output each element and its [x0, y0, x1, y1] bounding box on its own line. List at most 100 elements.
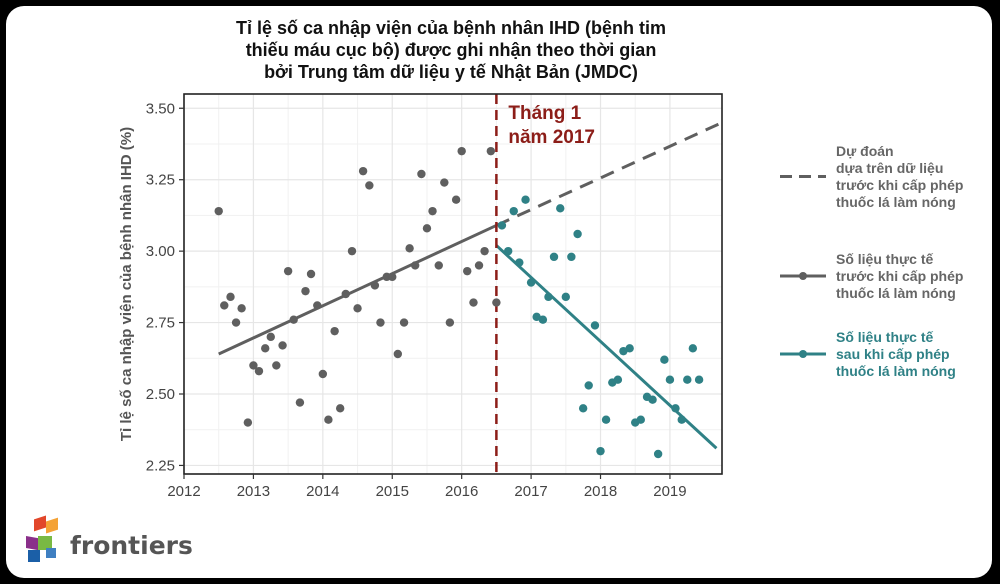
- data-point: [376, 318, 385, 327]
- legend-label: thuốc lá làm nóng: [836, 363, 956, 379]
- data-point: [584, 381, 593, 390]
- annotation-text: năm 2017: [508, 127, 595, 148]
- data-point: [532, 312, 541, 322]
- data-point: [590, 321, 600, 330]
- legend-label: Số liệu thực tế: [836, 329, 933, 345]
- x-tick-label: 2012: [167, 483, 200, 500]
- data-point: [214, 206, 223, 216]
- data-point: [474, 261, 484, 270]
- legend-label: dựa trên dữ liệu: [836, 160, 943, 176]
- data-point: [417, 169, 426, 179]
- y-axis: 2.25 2.50 2.75 3.00 3.25 3.50: [146, 100, 184, 474]
- data-point: [619, 346, 628, 356]
- legend-label: Số liệu thực tế: [836, 251, 933, 267]
- data-point: [226, 292, 235, 302]
- data-point: [405, 244, 414, 253]
- legend-label: thuốc lá làm nóng: [836, 194, 956, 210]
- logo-cube-purple: [26, 536, 38, 551]
- legend-label: thuốc lá làm nóng: [836, 285, 956, 301]
- y-axis-label: Tỉ lệ số ca nhập viện của bệnh nhân IHD …: [118, 127, 135, 441]
- data-point: [636, 415, 645, 424]
- data-point: [428, 206, 437, 216]
- x-tick-label: 2013: [237, 483, 270, 500]
- legend-label: trước khi cấp phép: [836, 268, 963, 284]
- data-point: [556, 204, 565, 213]
- logo-cube-orange: [46, 517, 58, 534]
- forecast-trend-line: [495, 121, 723, 227]
- frontiers-logo: frontiers: [26, 515, 193, 562]
- data-points: [214, 146, 704, 459]
- data-point: [249, 361, 258, 370]
- data-point: [515, 258, 524, 267]
- x-tick-label: 2014: [306, 483, 339, 500]
- y-tick-label: 2.25: [146, 457, 175, 474]
- data-point: [677, 415, 686, 424]
- x-tick-label: 2018: [584, 483, 617, 500]
- logo-cube-lightblue: [46, 548, 56, 558]
- data-point: [457, 146, 466, 156]
- data-point: [353, 304, 362, 313]
- legend-label: Dự đoán: [836, 143, 894, 159]
- data-point: [330, 326, 339, 336]
- data-point: [295, 398, 305, 407]
- data-point: [231, 318, 241, 327]
- data-point: [324, 415, 333, 424]
- data-point: [388, 272, 397, 282]
- data-point: [463, 266, 472, 276]
- data-point: [365, 181, 374, 190]
- data-point: [445, 318, 455, 327]
- legend-key-point: [799, 350, 807, 358]
- data-point: [440, 178, 449, 187]
- data-point: [549, 252, 559, 262]
- data-point: [480, 246, 489, 256]
- data-point: [660, 355, 669, 364]
- logo-cube-green: [38, 536, 52, 550]
- data-point: [220, 301, 229, 310]
- y-tick-label: 3.50: [146, 100, 175, 117]
- data-point: [538, 315, 548, 324]
- data-point: [318, 369, 328, 379]
- data-point: [526, 278, 536, 287]
- data-point: [237, 304, 246, 313]
- data-point: [301, 286, 310, 296]
- data-point: [313, 301, 322, 310]
- logo-mark-icon: [26, 515, 58, 562]
- x-tick-label: 2019: [653, 483, 686, 500]
- data-point: [521, 195, 530, 204]
- data-point: [370, 281, 380, 290]
- annotation-text: Tháng 1: [508, 103, 581, 124]
- data-point: [509, 206, 518, 216]
- logo-cube-red: [34, 515, 46, 532]
- legend-key-point: [799, 272, 807, 280]
- data-point: [254, 366, 264, 376]
- data-point: [503, 246, 513, 256]
- data-point: [665, 375, 675, 384]
- y-tick-label: 2.50: [146, 386, 175, 403]
- data-point: [544, 292, 553, 302]
- chart: Tỉ lệ số ca nhập viện của bệnh nhân IHD …: [26, 18, 963, 562]
- x-tick-label: 2015: [376, 483, 409, 500]
- data-point: [341, 289, 350, 299]
- data-point: [578, 404, 588, 413]
- title-line-1: Tỉ lệ số ca nhập viện của bệnh nhân IHD …: [236, 18, 666, 38]
- data-point: [625, 344, 634, 353]
- data-point: [410, 261, 420, 270]
- data-point: [393, 349, 403, 359]
- data-point: [653, 449, 663, 459]
- data-point: [497, 221, 507, 230]
- data-point: [266, 332, 275, 342]
- title-line-2: thiếu máu cục bộ) được ghi nhận theo thờ…: [246, 40, 657, 60]
- data-point: [601, 415, 611, 424]
- trend-line: [218, 224, 498, 356]
- data-point: [573, 229, 582, 239]
- annotation-label: Tháng 1 năm 2017: [508, 103, 595, 148]
- data-point: [648, 395, 657, 404]
- data-point: [613, 375, 623, 384]
- x-tick-label: 2016: [445, 483, 478, 500]
- plot-panel-border: [183, 93, 723, 475]
- data-point: [358, 166, 368, 176]
